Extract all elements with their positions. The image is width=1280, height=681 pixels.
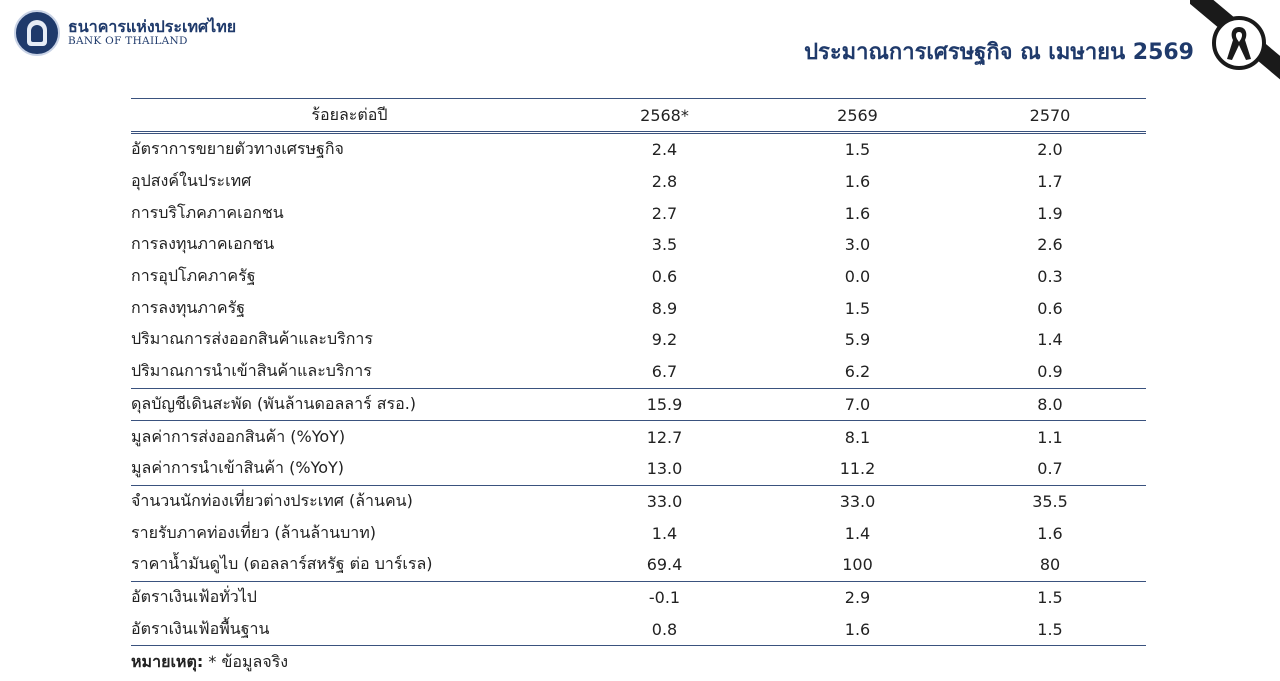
table-row: อัตราการขยายตัวทางเศรษฐกิจ 2.4 1.5 2.0: [131, 133, 1146, 166]
cell-2568: 6.7: [651, 362, 678, 382]
cell-2568: 8.9: [651, 298, 678, 318]
cell-2570: 0.6: [1037, 298, 1063, 318]
cell-2568: 13.0: [646, 459, 683, 479]
cell-2569: 2.9: [761, 580, 954, 614]
table-row: จำนวนนักท่องเที่ยวต่างประเทศ (ล้านคน) 33…: [131, 484, 1146, 518]
cell-2570: 1.6: [1037, 523, 1063, 543]
mourning-badge: [1190, 0, 1280, 96]
cell-2570: 1.5: [954, 613, 1146, 647]
cell-2569: 3.0: [844, 235, 871, 255]
cell-2568: 33.0: [568, 484, 761, 518]
row-label: อัตราเงินเฟ้อพื้นฐาน: [131, 613, 568, 647]
cell-2569: 1.5: [844, 140, 871, 160]
table-row: ปริมาณการส่งออกสินค้าและบริการ 9.2 5.9 1…: [131, 324, 1146, 356]
cell-2568: 9.2: [651, 330, 678, 350]
cell-2569: 8.1: [761, 420, 954, 453]
column-header-2569: 2569: [837, 105, 878, 125]
cell-2569: 100: [842, 555, 873, 575]
cell-2569: 11.2: [839, 459, 876, 479]
cell-2569: 7.0: [761, 387, 954, 421]
row-label: อัตราเงินเฟ้อทั่วไป: [131, 580, 568, 614]
row-label: ปริมาณการนำเข้าสินค้าและบริการ: [131, 361, 372, 381]
row-label: จำนวนนักท่องเที่ยวต่างประเทศ (ล้านคน): [131, 484, 568, 518]
cell-2568: 2.7: [651, 203, 678, 223]
cell-2570: 1.1: [954, 420, 1146, 453]
cell-2569: 1.4: [844, 523, 871, 543]
table-row: รายรับภาคท่องเที่ยว (ล้านล้านบาท) 1.4 1.…: [131, 517, 1146, 549]
table-row: การอุปโภคภาครัฐ 0.6 0.0 0.3: [131, 261, 1146, 293]
row-label: ดุลบัญชีเดินสะพัด (พันล้านดอลลาร์ สรอ.): [131, 387, 568, 421]
cell-2569: 0.0: [844, 267, 871, 287]
row-label: อัตราการขยายตัวทางเศรษฐกิจ: [131, 139, 344, 159]
cell-2570: 0.7: [1037, 459, 1063, 479]
cell-2570: 1.5: [954, 580, 1146, 614]
cell-2570: 2.0: [1037, 140, 1063, 160]
column-header-unit: ร้อยละต่อปี: [311, 104, 388, 124]
row-label: รายรับภาคท่องเที่ยว (ล้านล้านบาท): [131, 522, 376, 542]
row-label: การบริโภคภาคเอกชน: [131, 202, 284, 222]
row-label: มูลค่าการส่งออกสินค้า (%YoY): [131, 420, 568, 453]
cell-2570: 35.5: [954, 484, 1146, 518]
table-row: ราคาน้ำมันดูไบ (ดอลลาร์สหรัฐ ต่อ บาร์เรล…: [131, 549, 1146, 581]
cell-2568: 15.9: [568, 387, 761, 421]
cell-2570: 0.9: [1037, 362, 1063, 382]
table-row: อุปสงค์ในประเทศ 2.8 1.6 1.7: [131, 166, 1146, 198]
cell-2568: 2.4: [651, 140, 678, 160]
mourning-ribbon-icon: [1212, 16, 1266, 70]
cell-2570: 1.7: [1037, 172, 1063, 192]
cell-2570: 2.6: [1037, 235, 1063, 255]
row-label: การอุปโภคภาครัฐ: [131, 266, 256, 286]
table-row: ดุลบัญชีเดินสะพัด (พันล้านดอลลาร์ สรอ.) …: [131, 387, 1146, 421]
table-row: การลงทุนภาคเอกชน 3.5 3.0 2.6: [131, 229, 1146, 261]
row-label: ราคาน้ำมันดูไบ (ดอลลาร์สหรัฐ ต่อ บาร์เรล…: [131, 554, 433, 574]
cell-2569: 5.9: [844, 330, 871, 350]
cell-2568: 12.7: [568, 420, 761, 453]
cell-2569: 1.5: [844, 298, 871, 318]
table-row: อัตราเงินเฟ้อทั่วไป -0.1 2.9 1.5: [131, 580, 1146, 614]
cell-2570: 80: [1039, 555, 1061, 575]
cell-2570: 1.9: [1037, 203, 1063, 223]
table-row: มูลค่าการส่งออกสินค้า (%YoY) 12.7 8.1 1.…: [131, 420, 1146, 453]
cell-2569: 33.0: [761, 484, 954, 518]
table-row: อัตราเงินเฟ้อพื้นฐาน 0.8 1.6 1.5: [131, 613, 1146, 647]
cell-2569: 6.2: [844, 362, 871, 382]
table-row: ปริมาณการนำเข้าสินค้าและบริการ 6.7 6.2 0…: [131, 356, 1146, 388]
table-header-row: ร้อยละต่อปี 2568* 2569 2570: [131, 98, 1146, 133]
cell-2569: 1.6: [844, 203, 871, 223]
table-row: การบริโภคภาคเอกชน 2.7 1.6 1.9: [131, 197, 1146, 229]
cell-2570: 0.3: [1037, 267, 1063, 287]
column-header-2570: 2570: [1029, 105, 1071, 125]
row-label: ปริมาณการส่งออกสินค้าและบริการ: [131, 329, 373, 349]
row-label: การลงทุนภาคเอกชน: [131, 234, 275, 254]
cell-2569: 1.6: [844, 172, 871, 192]
logo-text: ธนาคารแห่งประเทศไทย BANK OF THAILAND: [68, 18, 236, 47]
logo-thai-name: ธนาคารแห่งประเทศไทย: [68, 17, 237, 37]
column-header-2568: 2568*: [640, 105, 689, 125]
row-label: มูลค่าการนำเข้าสินค้า (%YoY): [131, 458, 344, 478]
cell-2569: 1.6: [761, 613, 954, 647]
cell-2570: 1.4: [1037, 330, 1063, 350]
cell-2568: 1.4: [651, 523, 678, 543]
cell-2568: 3.5: [651, 235, 678, 255]
cell-2568: -0.1: [568, 580, 761, 614]
row-label: การลงทุนภาครัฐ: [131, 297, 246, 317]
cell-2568: 2.8: [651, 172, 678, 192]
cell-2568: 0.8: [568, 613, 761, 647]
bank-logo: ธนาคารแห่งประเทศไทย BANK OF THAILAND: [14, 10, 236, 56]
economic-forecast-table: ร้อยละต่อปี 2568* 2569 2570 อัตราการขยาย…: [131, 98, 1146, 647]
cell-2568: 69.4: [646, 555, 683, 575]
table-row: มูลค่าการนำเข้าสินค้า (%YoY) 13.0 11.2 0…: [131, 453, 1146, 485]
bank-of-thailand-seal-icon: [14, 10, 60, 56]
table-row: การลงทุนภาครัฐ 8.9 1.5 0.6: [131, 292, 1146, 324]
footnote-label: หมายเหตุ:: [131, 652, 204, 671]
page-title: ประมาณการเศรษฐกิจ ณ เมษายน 2569: [804, 40, 1194, 65]
logo-english-name: BANK OF THAILAND: [68, 35, 188, 48]
cell-2570: 8.0: [954, 387, 1146, 421]
cell-2568: 0.6: [651, 267, 678, 287]
footnote-text: * ข้อมูลจริง: [203, 652, 289, 671]
footnote: หมายเหตุ: * ข้อมูลจริง: [131, 650, 288, 675]
row-label: อุปสงค์ในประเทศ: [131, 171, 252, 191]
